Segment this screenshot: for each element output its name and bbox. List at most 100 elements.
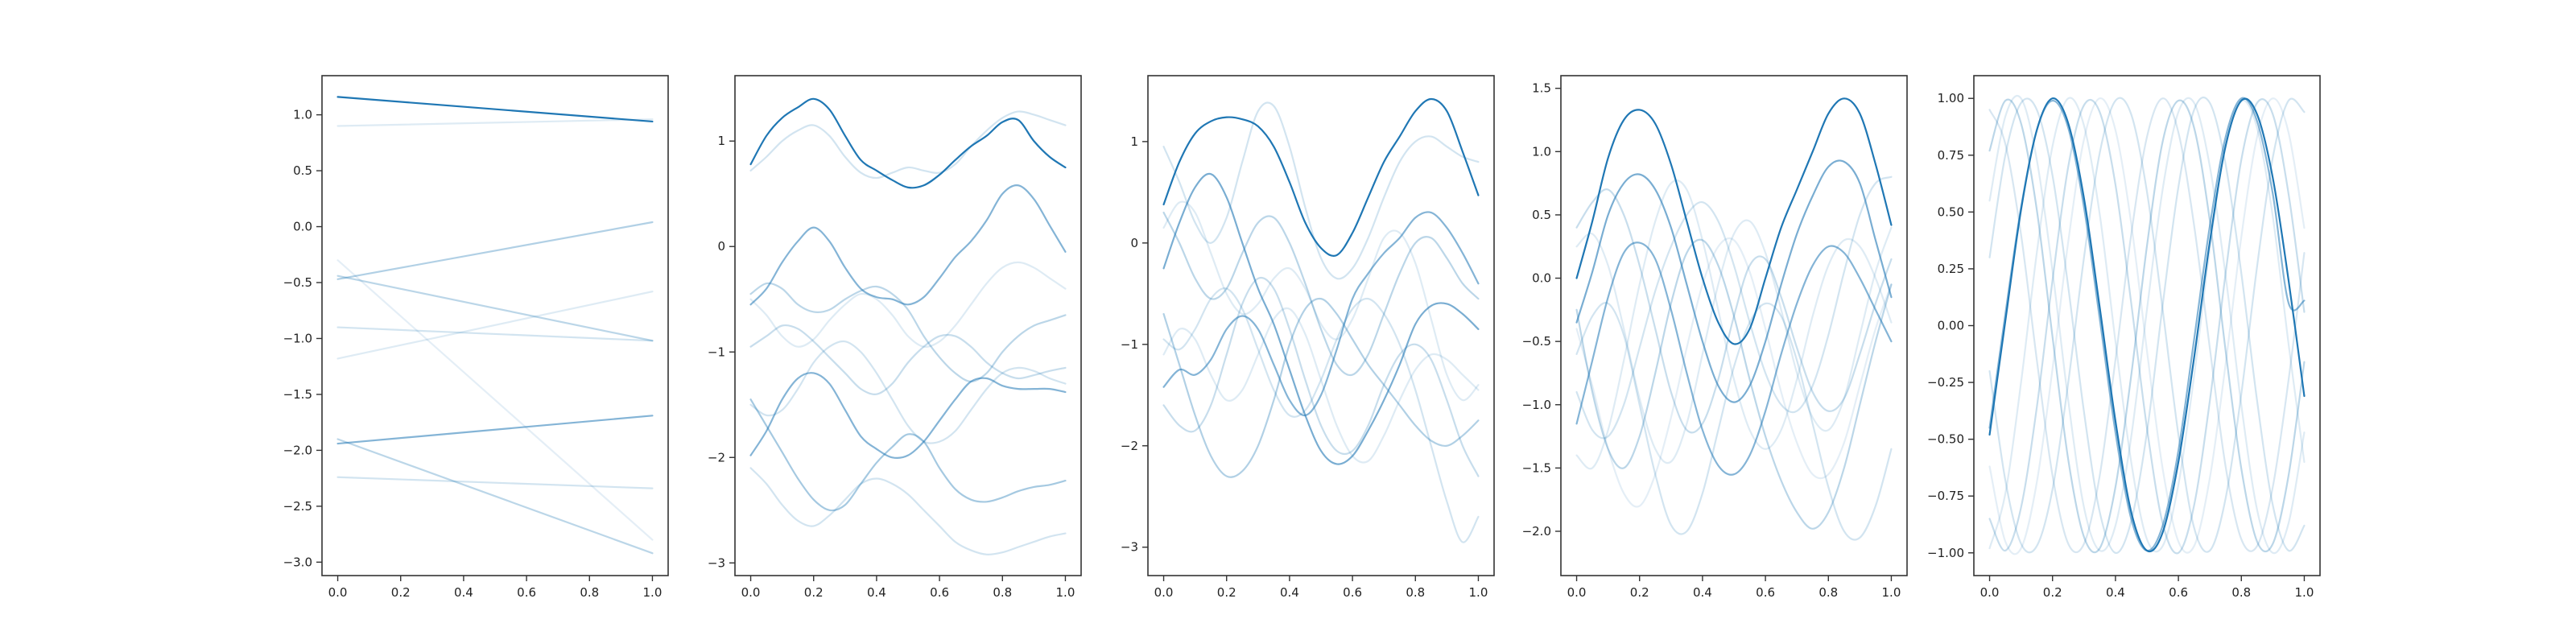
y-tick-label: −2 xyxy=(1121,439,1138,453)
y-tick-label: −0.5 xyxy=(283,275,312,290)
y-tick-label: 0.75 xyxy=(1938,148,1964,163)
series-line-2 xyxy=(749,184,1067,306)
series-line-1 xyxy=(749,97,1067,189)
y-tick-label: −2 xyxy=(708,450,725,464)
series-group xyxy=(1988,94,2306,555)
y-tick-label: −0.5 xyxy=(1522,334,1551,349)
y-tick-label: 0.00 xyxy=(1938,319,1964,333)
x-tick-label: 1.0 xyxy=(1882,585,1901,600)
x-tick-label: 0.6 xyxy=(930,585,949,600)
series-line-10 xyxy=(749,261,1067,349)
y-tick-label: −3.0 xyxy=(283,555,312,569)
series-line-7 xyxy=(749,110,1067,180)
y-tick-label: −1.5 xyxy=(1522,460,1551,475)
series-line-4 xyxy=(1988,98,2306,555)
subplot-3: 0.0 0.2 0.4 0.6 0.8 1.0 −3 −2 −1 0 1 xyxy=(1121,75,1495,600)
series-line-10 xyxy=(1162,307,1480,464)
series-line-2 xyxy=(336,415,654,445)
y-tick-label: −1.0 xyxy=(1522,398,1551,412)
series-line-10 xyxy=(1988,97,2306,555)
series-line-7 xyxy=(1988,97,2306,554)
subplot-4: 0.0 0.2 0.4 0.6 0.8 1.0 −2.0 −1.5 −1.0 −0.5 0.0 0.5… xyxy=(1522,75,1908,600)
y-tick-label: 0 xyxy=(1130,236,1138,250)
y-tick-label: 1.00 xyxy=(1938,91,1964,105)
series-line-5 xyxy=(749,282,1067,383)
y-tick-label: 1.5 xyxy=(1532,81,1551,96)
x-tick-label: 0.2 xyxy=(391,585,411,600)
axes-frame xyxy=(321,75,669,576)
x-tick-label: 0.2 xyxy=(804,585,824,600)
axes-frame xyxy=(734,75,1082,576)
series-line-3 xyxy=(1162,211,1480,417)
y-tick-label: −1 xyxy=(1121,337,1138,352)
x-tick-label: 0.0 xyxy=(741,585,761,600)
y-tick-label: −2.5 xyxy=(283,499,312,514)
x-tick-label: 0.8 xyxy=(1406,585,1425,600)
series-line-10 xyxy=(336,259,654,541)
y-tick-label: −0.50 xyxy=(1927,432,1964,447)
series-line-1 xyxy=(1988,97,2306,553)
y-tick-label: −0.75 xyxy=(1927,489,1964,503)
y-tick-label: −1.0 xyxy=(283,331,312,345)
x-tick-label: 0.4 xyxy=(454,585,473,600)
y-tick-label: 0 xyxy=(717,239,725,254)
series-line-5 xyxy=(1162,211,1480,377)
y-tick-label: 0.25 xyxy=(1938,262,1964,276)
x-tick-label: 1.0 xyxy=(1469,585,1488,600)
x-tick-label: 0.4 xyxy=(2106,585,2125,600)
series-line-4 xyxy=(1575,238,1893,530)
series-line-8 xyxy=(1575,219,1893,464)
x-tick-label: 0.8 xyxy=(1818,585,1838,600)
axes-frame xyxy=(1147,75,1495,576)
subplot-5: 0.0 0.2 0.4 0.6 0.8 1.0 −1.00 −0.75 −0.50 −0.25 0.… xyxy=(1927,75,2321,600)
series-line-3 xyxy=(1988,98,2306,554)
y-tick-label: −2.0 xyxy=(1522,524,1551,539)
x-tick-label: 0.6 xyxy=(517,585,536,600)
series-group xyxy=(336,96,654,555)
series-line-3 xyxy=(749,372,1067,459)
x-tick-label: 0.4 xyxy=(1693,585,1712,600)
series-line-6 xyxy=(1988,97,2306,554)
series-line-9 xyxy=(1988,94,2306,555)
y-tick-label: −3 xyxy=(1121,540,1138,555)
x-tick-label: 0.2 xyxy=(1217,585,1236,600)
series-line-6 xyxy=(336,118,654,127)
y-tick-label: −1 xyxy=(708,345,725,359)
x-tick-label: 0.2 xyxy=(1630,585,1649,600)
series-line-6 xyxy=(1162,276,1480,477)
series-line-7 xyxy=(1162,101,1480,280)
x-tick-label: 0.2 xyxy=(2043,585,2062,600)
y-tick-label: 0.0 xyxy=(1532,271,1551,286)
x-tick-label: 0.8 xyxy=(2231,585,2251,600)
series-line-6 xyxy=(1575,175,1893,440)
series-line-5 xyxy=(1575,188,1893,434)
series-line-3 xyxy=(1575,242,1893,476)
y-tick-label: 0.5 xyxy=(293,163,312,178)
series-line-4 xyxy=(749,398,1067,512)
x-tick-label: 0.6 xyxy=(1756,585,1775,600)
series-line-8 xyxy=(1162,287,1480,543)
series-line-7 xyxy=(336,326,654,342)
x-tick-label: 0.0 xyxy=(1154,585,1174,600)
x-tick-label: 0.6 xyxy=(1343,585,1362,600)
y-tick-label: 1.0 xyxy=(293,108,312,122)
axes-frame xyxy=(1560,75,1908,576)
x-tick-label: 0.4 xyxy=(867,585,886,600)
y-tick-label: −2.0 xyxy=(283,443,312,457)
series-group xyxy=(1575,97,1893,541)
x-tick-label: 1.0 xyxy=(643,585,663,600)
series-group xyxy=(1162,97,1480,543)
y-tick-label: 0.0 xyxy=(293,220,312,234)
series-line-10 xyxy=(1575,237,1893,508)
series-line-1 xyxy=(1162,97,1480,257)
series-line-8 xyxy=(336,291,654,360)
x-tick-label: 0.8 xyxy=(993,585,1012,600)
y-tick-label: 1 xyxy=(717,134,725,148)
series-line-9 xyxy=(336,476,654,489)
series-line-2 xyxy=(1162,172,1480,465)
x-tick-label: 0.4 xyxy=(1280,585,1299,600)
y-tick-label: 0.50 xyxy=(1938,204,1964,219)
x-tick-label: 0.0 xyxy=(328,585,348,600)
